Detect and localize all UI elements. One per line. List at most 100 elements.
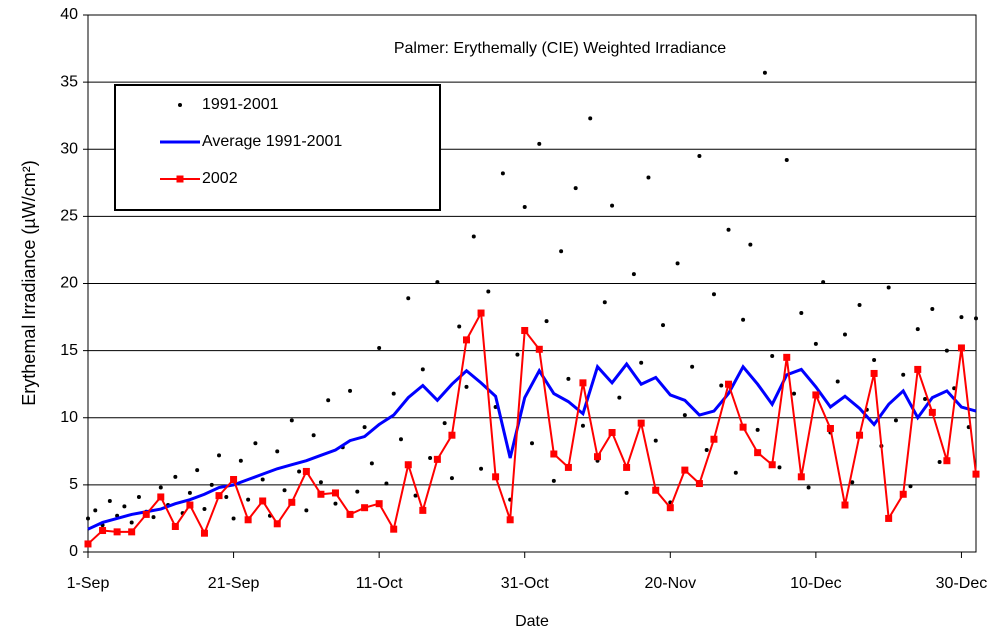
- x-axis-title: Date: [515, 613, 549, 630]
- legend-swatch: [178, 103, 182, 107]
- data-point: [726, 227, 731, 232]
- data-point: [937, 460, 942, 465]
- data-point: [479, 466, 484, 471]
- data-marker: [928, 408, 936, 416]
- data-point: [974, 316, 978, 321]
- data-point: [253, 441, 258, 446]
- data-point: [246, 497, 251, 502]
- data-marker: [317, 490, 325, 498]
- data-point: [923, 396, 928, 401]
- data-marker: [259, 497, 267, 505]
- data-point: [719, 383, 724, 388]
- data-point: [326, 398, 331, 403]
- data-marker: [783, 353, 791, 361]
- legend-swatch: [176, 175, 184, 183]
- data-point: [559, 249, 564, 254]
- data-point: [318, 480, 323, 485]
- data-point: [224, 494, 229, 499]
- data-marker: [375, 500, 383, 508]
- data-point: [413, 493, 418, 498]
- data-point: [537, 141, 542, 146]
- data-point: [653, 438, 658, 443]
- data-point: [93, 508, 98, 513]
- data-point: [187, 490, 192, 495]
- data-point: [297, 469, 302, 474]
- data-point: [813, 341, 818, 346]
- data-marker: [856, 431, 864, 439]
- data-point: [842, 332, 847, 337]
- chart-title: Palmer: Erythemally (CIE) Weighted Irrad…: [394, 40, 726, 57]
- y-tick-label: 20: [60, 275, 78, 292]
- data-point: [311, 433, 316, 438]
- data-marker: [972, 470, 980, 478]
- data-point: [697, 153, 702, 158]
- data-point: [835, 379, 840, 384]
- data-point: [420, 367, 425, 372]
- data-point: [129, 520, 134, 525]
- data-point: [770, 353, 775, 358]
- data-marker: [608, 429, 616, 437]
- y-tick-label: 15: [60, 342, 78, 359]
- data-marker: [550, 450, 558, 458]
- data-point: [530, 441, 534, 446]
- data-marker: [113, 528, 121, 536]
- data-point: [944, 348, 949, 353]
- data-marker: [462, 336, 470, 344]
- data-point: [333, 501, 338, 506]
- data-point: [515, 352, 520, 357]
- data-marker: [637, 419, 645, 427]
- x-tick-label: 20-Nov: [645, 575, 697, 592]
- data-point: [136, 494, 141, 499]
- data-point: [275, 449, 280, 454]
- data-point: [348, 388, 353, 393]
- data-point: [908, 484, 913, 489]
- data-marker: [564, 463, 572, 471]
- data-marker: [390, 525, 398, 533]
- data-marker: [899, 490, 907, 498]
- data-marker: [754, 449, 762, 457]
- data-marker: [695, 480, 703, 488]
- data-marker: [652, 486, 660, 494]
- data-point: [369, 461, 374, 466]
- data-marker: [171, 522, 179, 530]
- data-marker: [331, 489, 339, 497]
- data-marker: [870, 369, 878, 377]
- data-point: [631, 272, 636, 277]
- data-marker: [885, 514, 893, 522]
- data-point: [930, 307, 935, 312]
- data-point: [238, 458, 243, 463]
- y-axis-title: Erythemal Irradiance (µW/cm²): [19, 160, 39, 405]
- data-marker: [200, 529, 208, 537]
- data-marker: [186, 501, 194, 509]
- data-point: [704, 447, 709, 452]
- data-marker: [826, 424, 834, 432]
- data-point: [799, 311, 804, 316]
- data-marker: [506, 516, 514, 524]
- data-point: [646, 175, 651, 180]
- data-point: [464, 384, 469, 389]
- data-point: [195, 468, 200, 473]
- legend-label: Average 1991-2001: [202, 133, 342, 150]
- data-marker: [419, 506, 427, 514]
- data-marker: [797, 473, 805, 481]
- data-point: [617, 395, 622, 400]
- data-marker: [812, 391, 820, 399]
- data-point: [202, 507, 207, 512]
- data-point: [260, 477, 265, 482]
- data-marker: [244, 516, 252, 524]
- data-point: [384, 481, 389, 486]
- data-marker: [433, 455, 441, 463]
- data-marker: [535, 345, 543, 353]
- data-point: [428, 456, 433, 461]
- data-point: [872, 358, 877, 363]
- data-marker: [492, 473, 500, 481]
- data-point: [209, 482, 214, 487]
- y-tick-label: 5: [69, 476, 78, 493]
- data-point: [792, 391, 797, 396]
- data-point: [959, 315, 964, 320]
- data-point: [486, 289, 491, 294]
- data-point: [398, 437, 403, 442]
- data-marker: [914, 365, 922, 373]
- data-point: [500, 171, 505, 176]
- x-tick-label: 1-Sep: [67, 575, 110, 592]
